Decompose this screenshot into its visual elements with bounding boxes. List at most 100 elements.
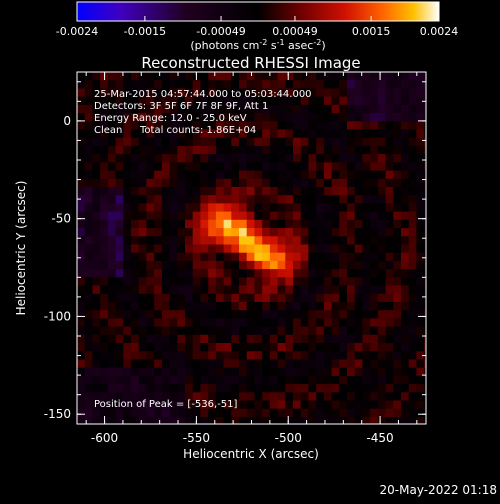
- heatmap-pixel: [92, 269, 101, 278]
- heatmap-pixel: [308, 252, 317, 262]
- heatmap-pixel: [285, 80, 294, 89]
- heatmap-pixel: [192, 318, 201, 328]
- heatmap-pixel: [115, 244, 124, 254]
- heatmap-pixel: [208, 302, 217, 311]
- heatmap-pixel: [300, 417, 309, 424]
- heatmap-pixel: [169, 260, 178, 270]
- heatmap-pixel: [239, 252, 248, 262]
- heatmap-pixel: [254, 392, 263, 402]
- heatmap-pixel: [154, 417, 163, 424]
- heatmap-pixel: [231, 269, 240, 278]
- heatmap-pixel: [123, 334, 132, 344]
- heatmap-pixel: [300, 195, 309, 204]
- heatmap-pixel: [347, 277, 356, 287]
- heatmap-pixel: [161, 228, 171, 237]
- heatmap-pixel: [208, 310, 217, 319]
- heatmap-pixel: [200, 384, 209, 393]
- heatmap-pixel: [208, 211, 217, 221]
- heatmap-pixel: [416, 154, 425, 163]
- heatmap-pixel: [293, 211, 302, 221]
- heatmap-pixel: [285, 334, 294, 344]
- heatmap-pixel: [239, 154, 248, 163]
- heatmap-pixel: [169, 162, 178, 172]
- heatmap-pixel: [354, 260, 363, 270]
- heatmap-pixel: [354, 170, 363, 180]
- heatmap-pixel: [84, 285, 93, 295]
- heatmap-pixel: [223, 121, 232, 131]
- heatmap-pixel: [200, 104, 209, 114]
- heatmap-pixel: [239, 162, 248, 172]
- heatmap-pixel: [370, 113, 379, 122]
- heatmap-pixel: [100, 326, 109, 336]
- x-axis-ticks: -600 -550 -500 -450: [85, 72, 418, 445]
- heatmap-pixel: [362, 318, 371, 328]
- heatmap-pixel: [269, 145, 279, 155]
- heatmap-pixel: [131, 351, 140, 361]
- heatmap-pixel: [254, 211, 263, 221]
- heatmap-pixel: [84, 310, 93, 319]
- heatmap-pixel: [323, 318, 333, 328]
- heatmap-pixel: [293, 384, 302, 393]
- heatmap-pixel: [177, 170, 186, 180]
- heatmap-pixel: [100, 96, 109, 106]
- heatmap-pixel: [215, 326, 225, 336]
- heatmap-pixel: [354, 384, 363, 393]
- heatmap-pixel: [215, 228, 225, 237]
- heatmap-pixel: [416, 260, 425, 270]
- heatmap-pixel: [331, 228, 340, 237]
- heatmap-pixel: [131, 425, 139, 434]
- heatmap-pixel: [215, 145, 225, 155]
- heatmap-pixel: [393, 417, 402, 424]
- heatmap-pixel: [339, 302, 348, 311]
- heatmap-pixel: [393, 162, 402, 172]
- heatmap-pixel: [293, 293, 302, 303]
- heatmap-pixel: [92, 310, 101, 319]
- heatmap-pixel: [208, 203, 217, 213]
- heatmap-pixel: [138, 154, 147, 163]
- heatmap-pixel: [192, 359, 201, 369]
- heatmap-pixel: [277, 269, 286, 278]
- heatmap-pixel: [208, 195, 217, 204]
- heatmap-pixel: [115, 326, 124, 336]
- heatmap-pixel: [401, 104, 410, 114]
- heatmap-pixel: [308, 129, 317, 139]
- heatmap-pixel: [269, 154, 279, 163]
- heatmap-pixel: [293, 400, 302, 410]
- heatmap-pixel: [239, 187, 248, 196]
- heatmap-pixel: [92, 375, 101, 385]
- heatmap-pixel: [161, 195, 171, 204]
- heatmap-pixel: [107, 178, 117, 188]
- heatmap-pixel: [231, 375, 240, 385]
- heatmap-pixel: [269, 244, 279, 254]
- heatmap-pixel: [200, 129, 209, 139]
- heatmap-pixel: [92, 121, 101, 131]
- heatmap-pixel: [393, 310, 402, 319]
- heatmap-pixel: [323, 277, 333, 287]
- heatmap-pixel: [192, 277, 201, 287]
- heatmap-pixel: [393, 326, 402, 336]
- heatmap-pixel: [208, 277, 217, 287]
- heatmap-pixel: [262, 417, 271, 424]
- heatmap-pixel: [323, 145, 333, 155]
- heatmap-pixel: [323, 236, 333, 246]
- heatmap-pixel: [269, 351, 279, 361]
- heatmap-pixel: [154, 113, 163, 122]
- heatmap-pixel: [393, 293, 402, 303]
- heatmap-pixel: [123, 162, 132, 172]
- heatmap-pixel: [239, 351, 248, 361]
- heatmap-pixel: [215, 260, 225, 270]
- heatmap-pixel: [323, 154, 333, 163]
- heatmap-pixel: [262, 384, 271, 393]
- heatmap-pixel: [177, 145, 186, 155]
- heatmap-pixel: [92, 392, 101, 402]
- heatmap-pixel: [347, 343, 356, 352]
- heatmap-pixel: [354, 293, 363, 303]
- heatmap-pixel: [131, 203, 140, 213]
- heatmap-pixel: [300, 359, 309, 369]
- colorbar-tick-label: -0.0024: [56, 25, 98, 38]
- heatmap-pixel: [239, 277, 248, 287]
- heatmap-pixel: [393, 170, 402, 180]
- heatmap-pixel: [285, 384, 294, 393]
- heatmap-pixel: [254, 334, 263, 344]
- heatmap-pixel: [169, 367, 178, 377]
